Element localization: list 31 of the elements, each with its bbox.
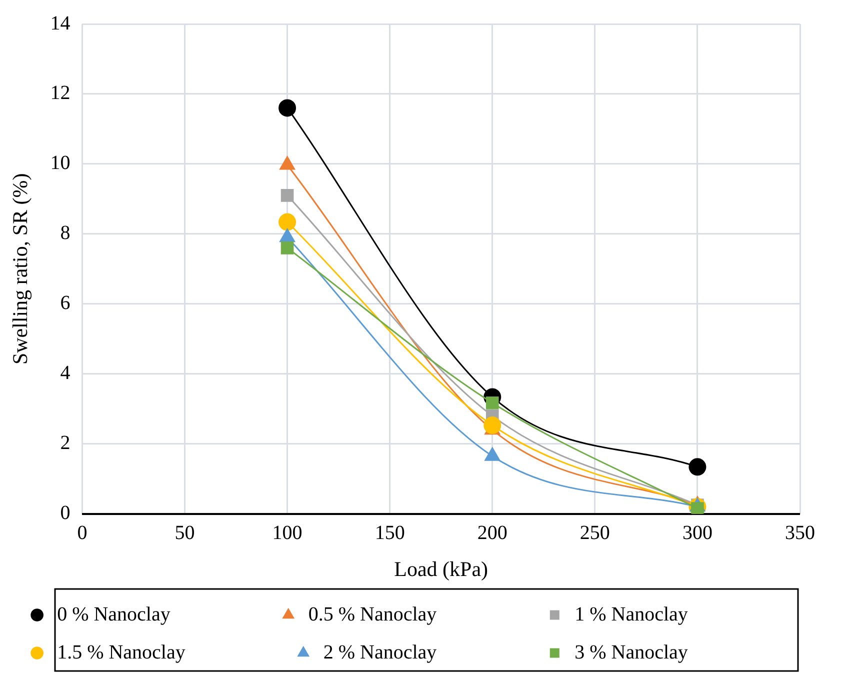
x-tick-label: 200: [477, 522, 508, 544]
x-tick-label: 50: [174, 522, 195, 544]
y-tick-label: 12: [50, 82, 70, 104]
point: [280, 189, 294, 202]
point: [484, 416, 502, 434]
x-axis-title: Load (kPa): [394, 556, 488, 581]
point: [278, 99, 296, 117]
x-tick-label: 150: [374, 522, 405, 544]
y-tick-label: 8: [60, 222, 70, 244]
x-tick-label: 100: [272, 522, 302, 544]
point: [688, 458, 706, 476]
y-tick-label: 10: [50, 152, 70, 174]
legend-label: 2 % Nanoclay: [323, 641, 527, 664]
x-tick-label: 250: [580, 522, 610, 544]
legend-label: 0 % Nanoclay: [57, 603, 260, 626]
point: [280, 242, 294, 254]
y-tick-label: 4: [60, 362, 70, 384]
legend-label: 3 % Nanoclay: [574, 641, 778, 664]
y-tick-label: 14: [50, 12, 70, 34]
y-tick-label: 0: [60, 502, 70, 524]
point: [278, 213, 296, 231]
x-tick-label: 0: [77, 522, 88, 544]
legend-label: 1 % Nanoclay: [574, 603, 778, 626]
legend-label: 0.5 % Nanoclay: [308, 603, 527, 626]
x-tick-label: 300: [682, 522, 712, 544]
y-axis-title: Swelling ratio, SR (%): [8, 173, 32, 365]
y-tick-label: 2: [60, 432, 70, 454]
y-tick-label: 6: [60, 292, 70, 314]
legend-label: 1.5 % Nanoclay: [57, 641, 276, 664]
x-tick-label: 350: [785, 522, 815, 544]
point: [486, 396, 499, 410]
